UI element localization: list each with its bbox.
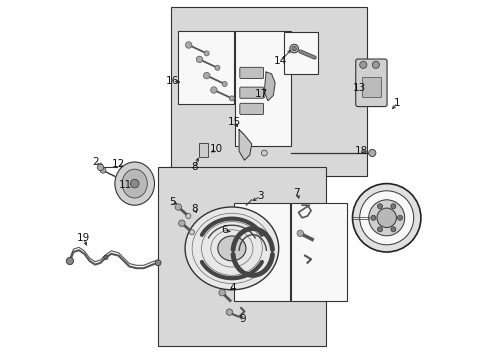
Circle shape xyxy=(229,96,234,101)
Text: 1: 1 xyxy=(393,98,400,108)
Circle shape xyxy=(203,72,209,79)
Ellipse shape xyxy=(122,169,147,198)
Ellipse shape xyxy=(185,207,278,290)
Bar xyxy=(199,143,208,157)
Text: 3: 3 xyxy=(257,191,264,201)
Circle shape xyxy=(210,87,217,93)
Bar xyxy=(178,31,233,104)
Text: 11: 11 xyxy=(118,180,131,190)
Circle shape xyxy=(203,51,209,56)
Text: 12: 12 xyxy=(112,159,125,169)
Circle shape xyxy=(178,220,185,226)
FancyBboxPatch shape xyxy=(239,87,263,98)
Circle shape xyxy=(222,81,227,86)
Circle shape xyxy=(175,204,181,210)
Bar xyxy=(361,77,381,97)
Circle shape xyxy=(185,213,190,219)
Circle shape xyxy=(371,61,379,68)
Bar xyxy=(158,167,325,346)
Bar xyxy=(170,7,366,176)
Circle shape xyxy=(66,257,73,265)
Text: 14: 14 xyxy=(273,56,286,66)
Circle shape xyxy=(370,215,375,220)
Text: 10: 10 xyxy=(209,144,223,154)
Circle shape xyxy=(377,204,382,209)
Text: 6: 6 xyxy=(221,225,227,235)
Text: 4: 4 xyxy=(229,283,235,293)
Text: 18: 18 xyxy=(354,146,367,156)
Circle shape xyxy=(291,46,296,51)
Text: 16: 16 xyxy=(165,76,179,86)
Circle shape xyxy=(155,260,161,266)
Circle shape xyxy=(296,230,303,237)
Circle shape xyxy=(97,164,103,171)
FancyBboxPatch shape xyxy=(355,59,386,107)
Text: 17: 17 xyxy=(255,89,268,99)
Text: 5: 5 xyxy=(169,197,176,207)
Circle shape xyxy=(359,61,366,68)
Circle shape xyxy=(376,208,396,228)
Circle shape xyxy=(215,65,220,70)
Circle shape xyxy=(368,149,375,157)
Circle shape xyxy=(130,179,139,188)
Text: 13: 13 xyxy=(352,83,366,93)
Circle shape xyxy=(261,150,266,156)
Circle shape xyxy=(390,204,395,209)
Circle shape xyxy=(289,44,298,53)
FancyBboxPatch shape xyxy=(239,67,263,78)
Ellipse shape xyxy=(115,162,154,205)
Circle shape xyxy=(196,56,203,63)
Bar xyxy=(291,203,346,301)
Circle shape xyxy=(377,227,382,232)
Bar xyxy=(235,31,291,146)
Circle shape xyxy=(368,200,404,236)
FancyBboxPatch shape xyxy=(239,103,263,114)
Polygon shape xyxy=(239,130,251,160)
Circle shape xyxy=(359,191,413,245)
Circle shape xyxy=(189,230,194,235)
Text: 8: 8 xyxy=(191,204,198,214)
Ellipse shape xyxy=(218,236,245,261)
Circle shape xyxy=(100,167,106,173)
Bar xyxy=(233,203,289,301)
Circle shape xyxy=(225,309,232,315)
Circle shape xyxy=(103,255,108,260)
Polygon shape xyxy=(264,72,275,101)
Text: 7: 7 xyxy=(293,188,300,198)
Circle shape xyxy=(390,227,395,232)
Text: 2: 2 xyxy=(92,157,98,167)
Text: 8: 8 xyxy=(191,162,198,172)
Text: 19: 19 xyxy=(77,233,90,243)
Circle shape xyxy=(397,215,402,220)
Circle shape xyxy=(352,184,420,252)
Bar xyxy=(284,32,318,74)
Circle shape xyxy=(185,42,192,48)
Text: 9: 9 xyxy=(239,314,245,324)
Text: 15: 15 xyxy=(227,117,241,127)
Circle shape xyxy=(219,289,225,296)
